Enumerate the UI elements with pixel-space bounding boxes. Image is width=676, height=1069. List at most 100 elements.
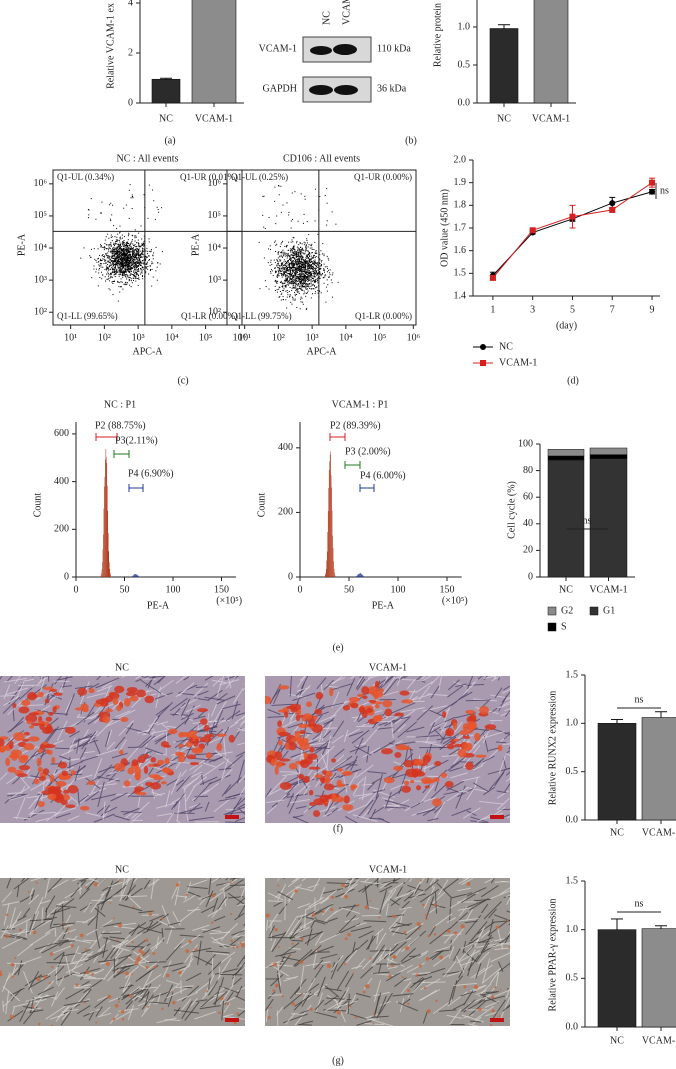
event-dot (133, 262, 135, 264)
event-dot (295, 280, 297, 282)
event-dot (125, 268, 127, 270)
event-dot (299, 280, 301, 282)
event-dot (292, 271, 294, 273)
event-dot (125, 245, 127, 247)
event-dot (124, 281, 126, 283)
event-dot (124, 259, 126, 261)
cell-fiber (30, 996, 43, 1013)
cell-fiber (64, 887, 83, 899)
event-dot (277, 264, 279, 266)
event-dot (131, 239, 133, 241)
event-dot (143, 250, 145, 252)
event-dot (277, 263, 279, 265)
event-dot (304, 277, 306, 279)
event-dot (303, 260, 305, 262)
event-dot (264, 280, 266, 282)
cell-fiber (76, 1005, 91, 1015)
event-dot (114, 254, 116, 256)
cell-fiber (184, 944, 198, 963)
cell-fiber (55, 676, 73, 682)
event-dot (304, 262, 306, 264)
event-dot (301, 250, 303, 252)
histogram-bin (104, 477, 106, 577)
event-dot (135, 261, 137, 263)
event-dot (298, 265, 300, 267)
event-dot (293, 271, 295, 273)
event-dot (314, 252, 316, 254)
cell-fiber (470, 820, 488, 823)
event-dot (151, 261, 153, 263)
x-tick-label: VCAM-1 (589, 584, 627, 595)
event-dot (120, 251, 122, 253)
event-dot (281, 268, 283, 270)
cell-fiber (372, 806, 384, 815)
event-dot (302, 265, 304, 267)
event-dot (120, 259, 122, 261)
event-dot (114, 273, 116, 275)
event-dot (275, 244, 277, 246)
event-dot (282, 263, 284, 265)
event-dot (119, 241, 121, 243)
event-dot (311, 280, 313, 282)
event-dot (127, 251, 129, 253)
event-dot (288, 280, 290, 282)
event-dot (300, 301, 302, 303)
event-dot (105, 253, 107, 255)
event-dot (283, 266, 285, 268)
event-dot (107, 260, 109, 262)
event-dot (145, 263, 147, 265)
event-dot (143, 256, 145, 258)
event-dot (119, 225, 121, 227)
mineral-nodule (432, 798, 442, 807)
histogram-bin (103, 534, 104, 577)
event-dot (107, 257, 109, 259)
event-dot (327, 269, 329, 271)
event-dot (130, 278, 132, 280)
event-dot (125, 270, 127, 272)
cell-fiber (104, 731, 111, 747)
cell-fiber (43, 916, 57, 921)
event-dot (322, 273, 324, 275)
event-dot (298, 253, 300, 255)
x-tick-label: 150 (214, 584, 229, 595)
event-dot (115, 269, 117, 271)
event-dot (296, 258, 298, 260)
event-dot (304, 278, 306, 280)
event-dot (137, 253, 139, 255)
mineral-nodule (87, 780, 96, 786)
event-dot (308, 275, 310, 277)
event-dot (136, 253, 138, 255)
event-dot (292, 218, 294, 220)
event-dot (291, 239, 293, 241)
blot-band (334, 85, 358, 95)
event-dot (288, 290, 290, 292)
event-dot (284, 282, 286, 284)
protein-label: VCAM-1 (259, 43, 297, 54)
event-dot (295, 254, 297, 256)
event-dot (107, 261, 109, 263)
event-dot (296, 284, 298, 286)
event-dot (300, 263, 302, 265)
x-tick-label: VCAM-1 (642, 1035, 676, 1046)
event-dot (101, 259, 103, 261)
histogram-bin (330, 451, 331, 577)
event-dot (301, 281, 303, 283)
event-dot (140, 265, 142, 267)
event-dot (308, 285, 310, 287)
event-dot (309, 261, 311, 263)
event-dot (115, 263, 117, 265)
event-dot (145, 257, 147, 259)
histogram-bin (131, 576, 133, 577)
event-dot (293, 274, 295, 276)
cell-fiber (500, 808, 510, 811)
event-dot (125, 276, 127, 278)
quadrant-label: Q1-LL (99.65%) (57, 311, 118, 321)
cell-fiber (322, 745, 335, 758)
y-axis-label: OD value (450 nm) (439, 189, 450, 267)
mineral-nodule (20, 754, 29, 761)
cell-fiber (403, 676, 409, 679)
event-dot (135, 252, 137, 254)
cell-fiber (504, 697, 510, 701)
event-dot (125, 242, 127, 244)
event-dot (286, 279, 288, 281)
